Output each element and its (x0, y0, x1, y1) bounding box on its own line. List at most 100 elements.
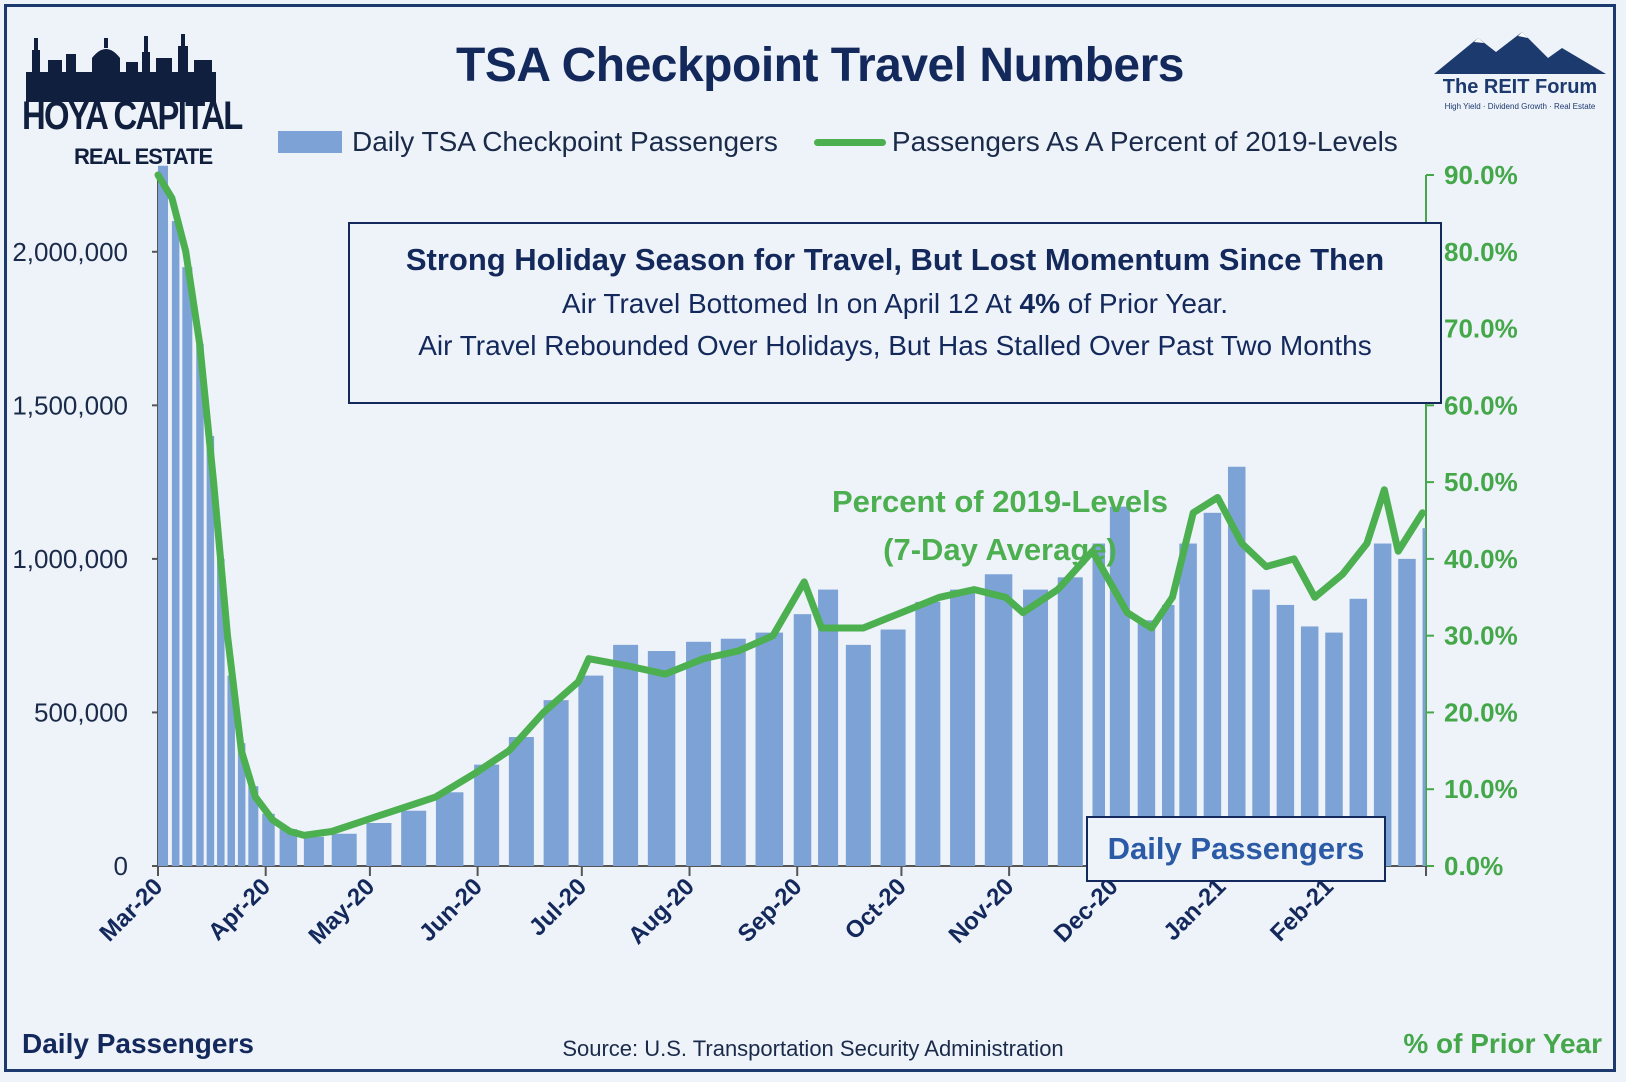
passenger-bar (1092, 543, 1106, 866)
percent-2019-point (664, 673, 666, 675)
left-axis-tick-label: 0 (114, 851, 128, 881)
x-axis-tick-label: Nov-20 (944, 873, 1020, 949)
passenger-bar (1023, 589, 1049, 866)
percent-2019-point (435, 796, 437, 798)
left-axis-title: Daily Passengers (22, 1028, 254, 1059)
passenger-bar (279, 829, 298, 866)
reit-forum-name: The REIT Forum (1442, 76, 1598, 98)
percent-2019-point (1151, 627, 1153, 629)
passenger-bar (686, 641, 712, 866)
hoya-capital-logo: HOYA CAPITAL REAL ESTATE (22, 32, 243, 177)
right-axis-tick-label: 40.0% (1444, 544, 1518, 574)
passenger-bar (1349, 598, 1368, 866)
line-series-note: Percent of 2019-Levels (7-Day Average) (820, 478, 1180, 574)
right-axis-tick-label: 70.0% (1444, 314, 1518, 344)
percent-2019-point (226, 635, 228, 637)
passenger-bar (366, 823, 392, 866)
passenger-bar (915, 601, 941, 866)
x-axis-tick-label: Mar-20 (94, 873, 168, 947)
percent-2019-point (543, 711, 545, 713)
x-axis-tick-label: Jul-20 (524, 873, 592, 941)
percent-2019-point (1383, 489, 1385, 491)
passenger-bar (720, 638, 746, 866)
percent-2019-point (473, 773, 475, 775)
percent-2019-point (171, 197, 173, 199)
annotation-heading: Strong Holiday Season for Travel, But Lo… (405, 242, 1385, 277)
annotation-line-1-post: of Prior Year. (1059, 288, 1229, 319)
percent-2019-point (1241, 543, 1243, 545)
passenger-bar (1300, 626, 1319, 866)
percent-2019-point (1192, 512, 1194, 514)
passenger-bar (206, 436, 215, 866)
passenger-bar (984, 574, 1013, 866)
x-axis-tick-label: Apr-20 (203, 873, 276, 946)
city-skyline-icon (26, 34, 216, 102)
percent-2019-point (862, 627, 864, 629)
percent-2019-point (1397, 550, 1399, 552)
passenger-bar (647, 651, 676, 866)
percent-2019-point (213, 481, 215, 483)
passenger-bar (1161, 604, 1175, 866)
right-axis-tick-label: 80.0% (1444, 237, 1518, 267)
percent-2019-point (508, 750, 510, 752)
legend-line-swatch (813, 138, 886, 146)
chart-frame (4, 4, 1616, 1072)
x-axis-tick-label: Aug-20 (623, 873, 700, 950)
percent-2019-point (1366, 543, 1368, 545)
left-axis-tick-label: 500,000 (34, 697, 128, 727)
passenger-bar (474, 764, 500, 866)
percent-2019-point (365, 819, 367, 821)
percent-2019-point (577, 681, 579, 683)
passenger-bar (182, 267, 193, 867)
percent-2019-point (629, 665, 631, 667)
hoya-capital-brand: HOYA CAPITAL (22, 94, 243, 138)
percent-2019-point (272, 819, 274, 821)
percent-2019-point (303, 834, 305, 836)
percent-2019-point (821, 627, 823, 629)
percent-2019-point (737, 650, 739, 652)
passenger-bar (845, 644, 871, 866)
passenger-bar (196, 343, 204, 866)
passenger-bar (171, 221, 180, 867)
passenger-bar (1252, 589, 1270, 866)
left-axis-tick-label: 2,000,000 (12, 237, 128, 267)
line-series-note-2: (7-Day Average) (883, 532, 1117, 567)
percent-2019-point (900, 612, 902, 614)
percent-2019-point (1171, 596, 1173, 598)
annotation-line-1: Air Travel Bottomed In on April 12 At 4%… (350, 288, 1440, 320)
legend-bar-swatch (278, 131, 342, 153)
passenger-bar (217, 558, 225, 866)
passenger-bar (401, 810, 427, 866)
passenger-bar (262, 813, 275, 866)
percent-2019-point (1293, 558, 1295, 560)
passenger-bar (158, 165, 169, 866)
right-axis-tick-label: 0.0% (1444, 851, 1503, 881)
passenger-bar (880, 629, 906, 866)
chart-legend: Daily TSA Checkpoint Passengers Passenge… (278, 122, 1398, 162)
percent-2019-point (939, 596, 941, 598)
chart-title: TSA Checkpoint Travel Numbers (456, 39, 1184, 92)
percent-2019-point (1126, 612, 1128, 614)
passenger-bar (1179, 543, 1197, 866)
passenger-bar (227, 675, 235, 866)
right-axis-tick-label: 20.0% (1444, 697, 1518, 727)
percent-2019-point (803, 581, 805, 583)
passenger-bar (1398, 558, 1416, 866)
percent-2019-point (772, 635, 774, 637)
annotation-line-1-bold: 4% (1019, 288, 1060, 319)
percent-2019-point (1217, 496, 1219, 498)
reit-forum-tagline: High Yield · Dividend Growth · Real Esta… (1444, 102, 1596, 111)
passenger-bar (248, 786, 259, 866)
right-axis-tick-label: 90.0% (1444, 160, 1518, 190)
percent-2019-point (400, 807, 402, 809)
percent-2019-point (1342, 573, 1344, 575)
passenger-bar (237, 743, 246, 866)
percent-2019-point (254, 796, 256, 798)
line-series-note-1: Percent of 2019-Levels (831, 484, 1168, 519)
source-note: Source: U.S. Transportation Security Adm… (562, 1036, 1064, 1061)
x-axis-tick-label: Sep-20 (733, 873, 808, 948)
passenger-bar (613, 644, 639, 866)
percent-2019-point (1022, 612, 1024, 614)
daily-passengers-badge: Daily Passengers (1086, 816, 1386, 882)
